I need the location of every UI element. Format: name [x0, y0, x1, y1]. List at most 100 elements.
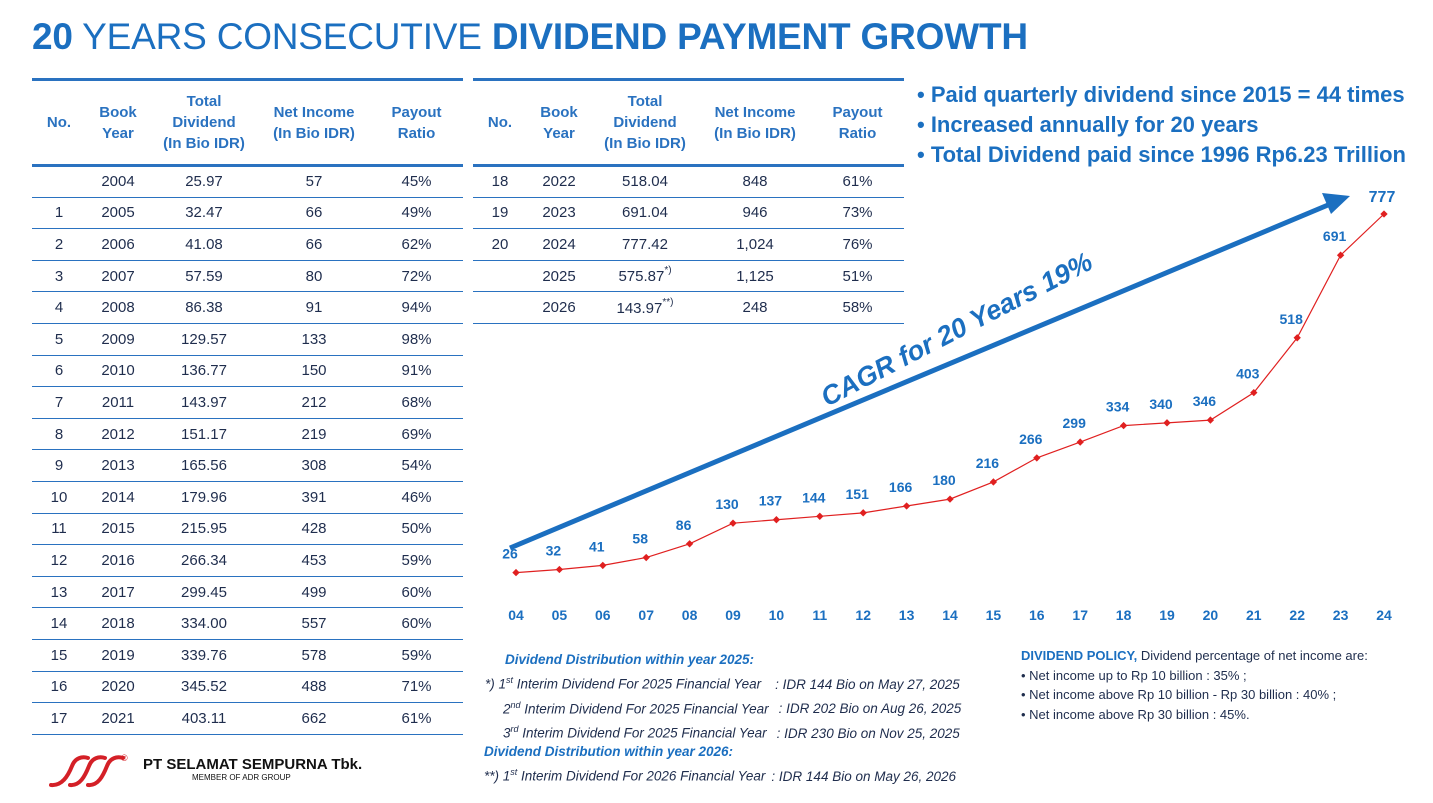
cell-year: 2010 — [86, 355, 150, 388]
cell-payout-ratio: 49% — [370, 197, 463, 230]
cell-total-dividend: 25.97 — [150, 165, 258, 198]
cell-payout-ratio: 94% — [370, 291, 463, 324]
table-header-row: No. Book Year Total Dividend (In Bio IDR) N… — [473, 78, 904, 167]
x-tick-label: 04 — [508, 607, 524, 623]
table-row: 7 2011 143.97 212 68% — [32, 386, 463, 419]
policy-item: • Net income above Rp 30 billion : 45%. — [1021, 706, 1250, 722]
cell-net-income: 66 — [258, 228, 370, 261]
note-2025-line-1: *) 1st Interim Dividend For 2025 Financi… — [485, 675, 960, 692]
x-tick-label: 09 — [725, 607, 741, 623]
cell-year: 2011 — [86, 386, 150, 419]
cell-total-dividend: 518.04 — [591, 165, 699, 198]
data-label: 180 — [932, 472, 956, 488]
col-total-dividend: Total Dividend (In Bio IDR) — [150, 78, 258, 167]
cell-total-dividend: 179.96 — [150, 481, 258, 514]
cell-no: 16 — [32, 671, 86, 704]
table-row: 6 2010 136.77 150 91% — [32, 355, 463, 388]
data-label: 266 — [1019, 431, 1043, 447]
cell-payout-ratio: 61% — [370, 702, 463, 735]
cell-total-dividend: 777.42 — [591, 228, 699, 261]
data-point — [989, 478, 998, 486]
data-point — [859, 509, 867, 517]
cell-payout-ratio: 71% — [370, 671, 463, 704]
table-row: 19 2023 691.04 946 73% — [473, 197, 904, 230]
x-tick-label: 19 — [1159, 607, 1175, 623]
cell-total-dividend: 165.56 — [150, 449, 258, 482]
x-tick-label: 15 — [986, 607, 1002, 623]
policy-item: • Net income above Rp 10 billion - Rp 30… — [1021, 687, 1337, 702]
policy-item: • Net income up to Rp 10 billion : 35% ; — [1021, 667, 1247, 683]
cell-total-dividend: 143.97**) — [591, 291, 699, 324]
data-label: 340 — [1149, 396, 1173, 412]
dividend-policy: DIVIDEND POLICY, Dividend percentage of … — [1021, 646, 1368, 724]
table-row: 20 2024 777.42 1,024 76% — [473, 228, 904, 261]
notes-2025: Dividend Distribution within year 2025: … — [485, 650, 961, 744]
data-point — [642, 553, 650, 562]
data-point — [599, 561, 607, 570]
page-title: 20 YEARS CONSECUTIVE DIVIDEND PAYMENT GR… — [32, 16, 1028, 57]
table-row: 3 2007 57.59 80 72% — [32, 260, 463, 293]
data-point — [1250, 388, 1258, 397]
cell-net-income: 848 — [699, 165, 811, 198]
cell-payout-ratio: 69% — [370, 418, 463, 451]
data-point — [946, 495, 954, 503]
cell-total-dividend: 41.08 — [150, 228, 258, 261]
company-logo: ® — [49, 753, 128, 788]
notes-2026: Dividend Distribution within year 2026: … — [484, 742, 956, 787]
table-row: 2025 575.87*) 1,125 51% — [473, 260, 904, 293]
cell-year: 2015 — [86, 513, 150, 546]
cell-net-income: 578 — [258, 639, 370, 672]
cell-no: 10 — [32, 481, 86, 514]
x-tick-label: 13 — [899, 607, 915, 623]
cell-total-dividend: 86.38 — [150, 291, 258, 324]
data-label: 518 — [1280, 311, 1304, 327]
cell-total-dividend: 345.52 — [150, 671, 258, 704]
cell-total-dividend: 32.47 — [150, 197, 258, 230]
cell-year: 2006 — [86, 228, 150, 261]
cell-year: 2025 — [527, 260, 591, 293]
col-book-year: Book Year — [527, 78, 591, 167]
cell-year: 2014 — [86, 481, 150, 514]
cell-no: 18 — [473, 165, 527, 198]
table-row: 10 2014 179.96 391 46% — [32, 481, 463, 514]
cell-payout-ratio: 46% — [370, 481, 463, 514]
data-point — [1163, 419, 1171, 427]
cell-no: 8 — [32, 418, 86, 451]
data-point — [772, 516, 781, 524]
data-point — [555, 565, 564, 574]
cell-no: 2 — [32, 228, 86, 261]
x-tick-label: 10 — [769, 607, 785, 623]
data-point — [902, 502, 911, 510]
cell-total-dividend: 143.97 — [150, 386, 258, 419]
cell-no — [473, 291, 527, 324]
cell-no: 6 — [32, 355, 86, 388]
x-tick-label: 07 — [638, 607, 654, 623]
cagr-arrow-shaft — [509, 202, 1329, 551]
cell-year: 2023 — [527, 197, 591, 230]
table-row: 4 2008 86.38 91 94% — [32, 291, 463, 324]
cell-total-dividend: 57.59 — [150, 260, 258, 293]
x-tick-label: 18 — [1116, 607, 1132, 623]
cell-no: 11 — [32, 513, 86, 546]
footnote-marker: **) — [662, 296, 674, 308]
cell-no: 9 — [32, 449, 86, 482]
cell-net-income: 662 — [258, 702, 370, 735]
cell-net-income: 219 — [258, 418, 370, 451]
table-row: 17 2021 403.11 662 61% — [32, 702, 463, 735]
logo-icon — [49, 755, 125, 788]
cell-payout-ratio: 61% — [811, 165, 904, 198]
data-label: 86 — [676, 517, 692, 533]
bullet-total: • Total Dividend paid since 1996 Rp6.23 … — [917, 142, 1406, 167]
cell-year: 2007 — [86, 260, 150, 293]
bullet-quarterly: • Paid quarterly dividend since 2015 = 4… — [917, 82, 1405, 107]
cell-no: 1 — [32, 197, 86, 230]
cell-total-dividend: 136.77 — [150, 355, 258, 388]
cell-total-dividend: 299.45 — [150, 576, 258, 609]
data-point — [512, 568, 520, 577]
cell-payout-ratio: 60% — [370, 576, 463, 609]
data-label: 346 — [1193, 393, 1217, 409]
table-row: 2004 25.97 57 45% — [32, 165, 463, 198]
data-label: 144 — [802, 489, 826, 505]
table-row: 14 2018 334.00 557 60% — [32, 607, 463, 640]
